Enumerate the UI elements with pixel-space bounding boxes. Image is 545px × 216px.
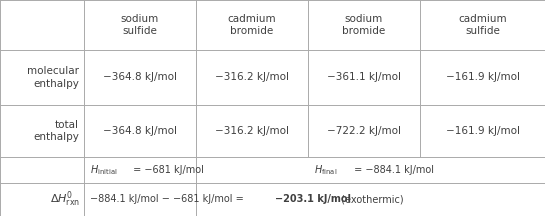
Text: cadmium
bromide: cadmium bromide xyxy=(228,14,276,37)
Text: −364.8 kJ/mol: −364.8 kJ/mol xyxy=(103,126,177,136)
Text: cadmium
sulfide: cadmium sulfide xyxy=(458,14,507,37)
Text: total
enthalpy: total enthalpy xyxy=(33,120,79,142)
Text: −161.9 kJ/mol: −161.9 kJ/mol xyxy=(445,73,519,83)
Text: −884.1 kJ/mol − −681 kJ/mol =: −884.1 kJ/mol − −681 kJ/mol = xyxy=(90,194,247,205)
Text: sodium
sulfide: sodium sulfide xyxy=(121,14,159,37)
Text: −316.2 kJ/mol: −316.2 kJ/mol xyxy=(215,73,289,83)
Text: molecular
enthalpy: molecular enthalpy xyxy=(27,66,79,89)
Text: $\Delta H^0_{\mathrm{rxn}}$: $\Delta H^0_{\mathrm{rxn}}$ xyxy=(50,190,80,209)
Text: −361.1 kJ/mol: −361.1 kJ/mol xyxy=(327,73,401,83)
Text: $\mathit{H}_{\mathrm{initial}}$: $\mathit{H}_{\mathrm{initial}}$ xyxy=(90,163,118,177)
Text: $\mathit{H}_{\mathrm{final}}$: $\mathit{H}_{\mathrm{final}}$ xyxy=(314,163,337,177)
Text: −161.9 kJ/mol: −161.9 kJ/mol xyxy=(445,126,519,136)
Text: −364.8 kJ/mol: −364.8 kJ/mol xyxy=(103,73,177,83)
Text: −316.2 kJ/mol: −316.2 kJ/mol xyxy=(215,126,289,136)
Text: −722.2 kJ/mol: −722.2 kJ/mol xyxy=(327,126,401,136)
Text: = −884.1 kJ/mol: = −884.1 kJ/mol xyxy=(351,165,434,175)
Text: (exothermic): (exothermic) xyxy=(338,194,404,205)
Text: sodium
bromide: sodium bromide xyxy=(342,14,386,37)
Text: −203.1 kJ/mol: −203.1 kJ/mol xyxy=(275,194,351,205)
Text: = −681 kJ/mol: = −681 kJ/mol xyxy=(130,165,204,175)
